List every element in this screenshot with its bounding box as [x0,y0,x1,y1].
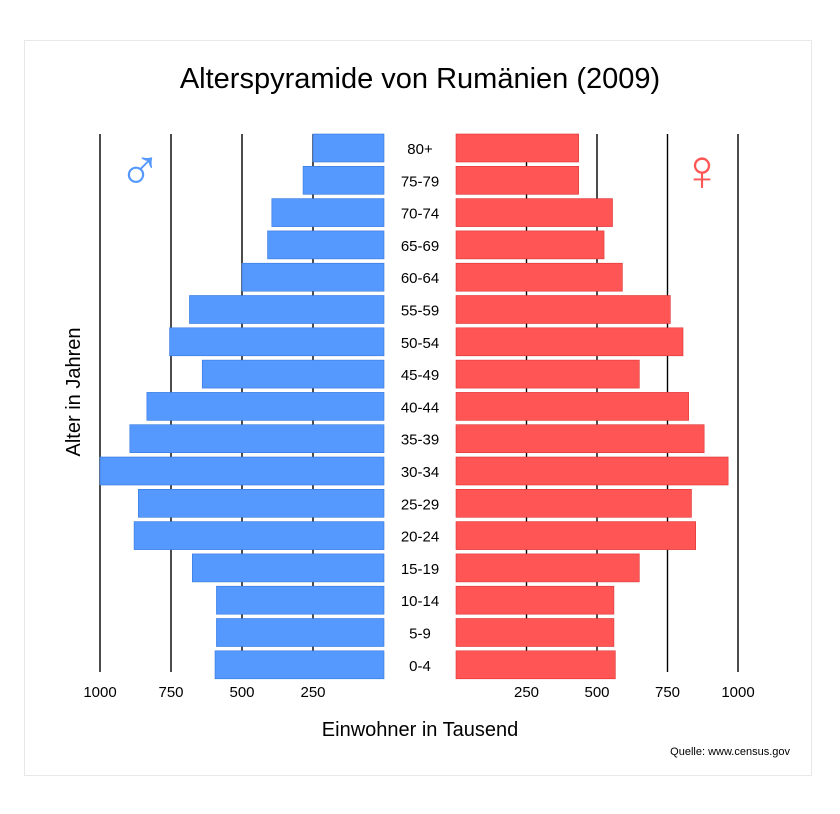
male-bar-25-29 [138,488,385,518]
age-group-labels: 80+ 75-79 70-74 65-69 60-64 55-59 50-54 45-49 40… [401,141,439,675]
x-tick-labels: 1000 750 500 250 250 500 750 1000 [83,684,754,701]
female-symbol-icon: ♀ [680,138,724,203]
male-bar-35-39 [129,424,385,454]
male-bar-0-4 [214,650,385,680]
female-bar-5-9 [455,618,615,647]
male-bar-75-79 [302,166,385,195]
male-bar-70-74 [271,198,385,227]
male-bars [99,133,385,680]
age-label-60-64: 60-64 [401,270,439,287]
source-note: Quelle: www.census.gov [670,746,790,758]
female-bars [455,133,729,680]
female-bar-50-54 [455,327,684,357]
male-bar-80+ [312,133,385,163]
age-label-55-59: 55-59 [401,303,439,320]
age-label-35-39: 35-39 [401,432,439,449]
male-symbol-icon: ♂ [118,138,162,203]
male-bar-10-14 [216,585,385,615]
tick-label-right-750: 750 [655,684,680,701]
tick-label-right-250: 250 [514,684,539,701]
tick-label-left-250: 250 [300,684,325,701]
x-axis-label: Einwohner in Tausend [322,719,518,741]
age-label-20-24: 20-24 [401,529,439,546]
male-bar-15-19 [192,553,385,583]
female-bar-0-4 [455,650,616,680]
female-bar-75-79 [455,166,579,195]
tick-label-left-1000: 1000 [83,684,116,701]
female-bar-40-44 [455,392,689,421]
age-label-15-19: 15-19 [401,561,439,578]
female-bar-80+ [455,133,579,163]
age-label-40-44: 40-44 [401,399,439,416]
age-label-75-79: 75-79 [401,173,439,190]
female-bar-70-74 [455,198,613,227]
age-label-80+: 80+ [407,141,433,158]
tick-label-right-1000: 1000 [721,684,754,701]
age-label-45-49: 45-49 [401,367,439,384]
female-bar-45-49 [455,359,640,389]
female-bar-65-69 [455,230,605,260]
age-label-10-14: 10-14 [401,593,439,610]
male-bar-55-59 [189,295,385,324]
female-bar-60-64 [455,262,623,292]
male-bar-65-69 [267,230,385,260]
female-bar-35-39 [455,424,705,454]
female-bar-20-24 [455,521,696,550]
age-label-65-69: 65-69 [401,238,439,255]
age-label-5-9: 5-9 [409,626,431,643]
female-bar-15-19 [455,553,640,583]
male-bar-20-24 [133,521,385,550]
chart-frame [24,40,812,776]
age-label-25-29: 25-29 [401,496,439,513]
male-bar-50-54 [169,327,385,357]
tick-label-left-750: 750 [158,684,183,701]
male-bar-60-64 [241,262,385,292]
male-bar-40-44 [146,392,385,421]
y-axis-label: Alter in Jahren [63,328,85,457]
male-bar-45-49 [201,359,385,389]
age-label-30-34: 30-34 [401,464,439,481]
age-label-0-4: 0-4 [409,658,431,675]
female-bar-25-29 [455,488,692,518]
female-bar-55-59 [455,295,671,324]
female-bar-10-14 [455,585,615,615]
chart-title: Alterspyramide von Rumänien (2009) [180,63,660,95]
female-bar-30-34 [455,456,729,486]
age-label-50-54: 50-54 [401,335,439,352]
age-label-70-74: 70-74 [401,206,439,223]
male-bar-30-34 [99,456,385,486]
tick-label-left-500: 500 [229,684,254,701]
tick-label-right-500: 500 [584,684,609,701]
male-bar-5-9 [216,618,385,647]
